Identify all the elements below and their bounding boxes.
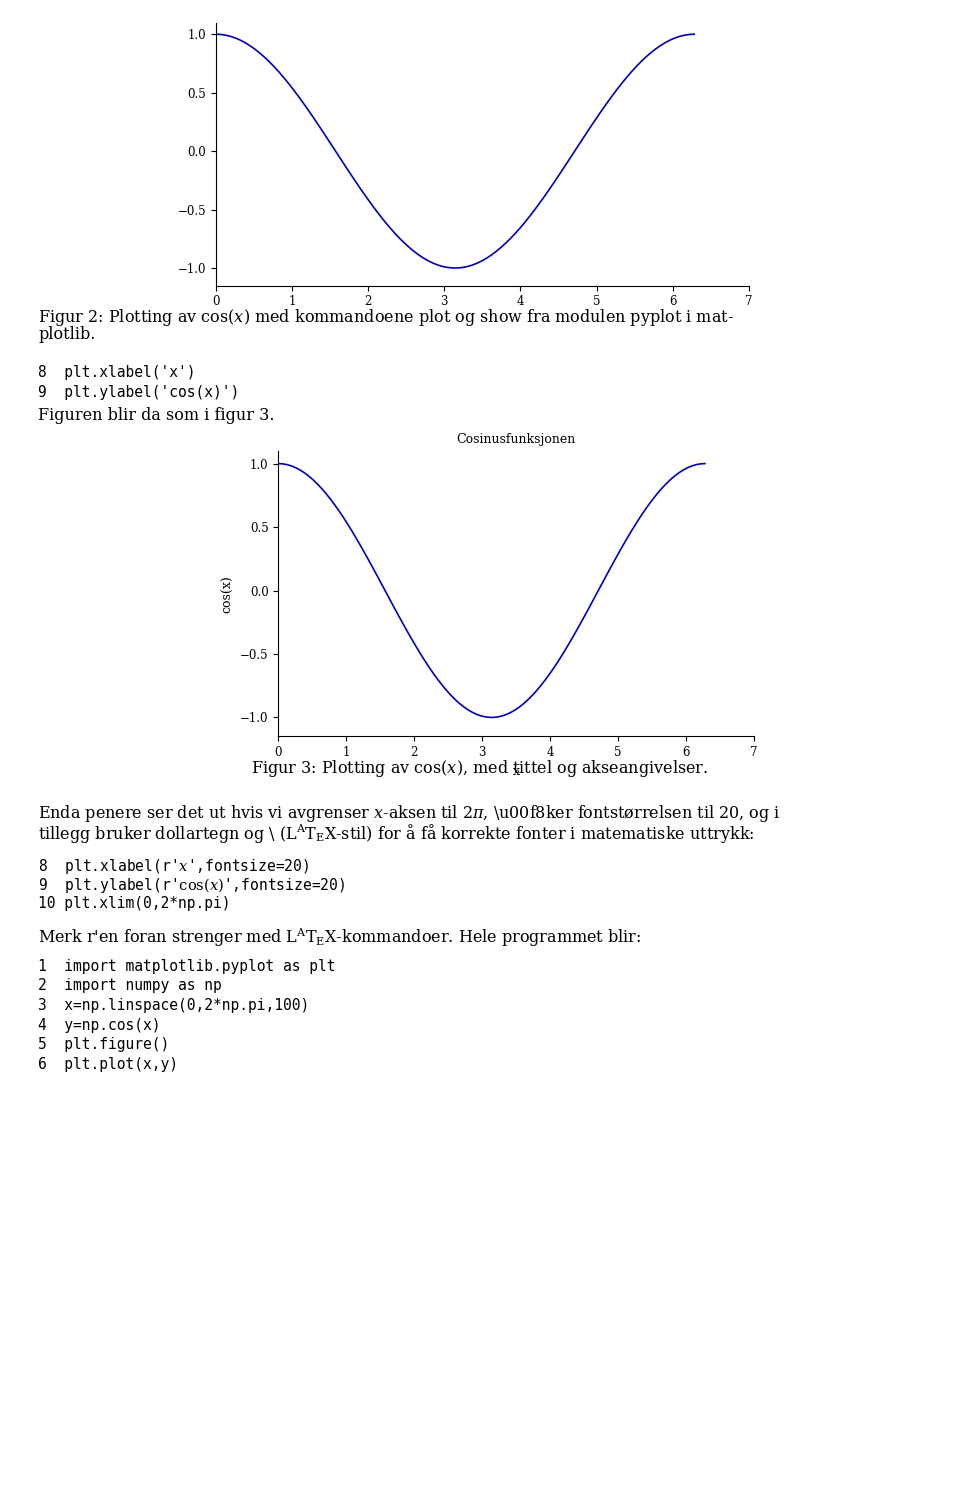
Text: 9  plt.ylabel(r'$\cos(x)$',fontsize=20): 9 plt.ylabel(r'$\cos(x)$',fontsize=20): [38, 876, 346, 896]
Text: 8  plt.xlabel(r'$x$',fontsize=20): 8 plt.xlabel(r'$x$',fontsize=20): [38, 857, 310, 876]
Text: 6  plt.plot(x,y): 6 plt.plot(x,y): [38, 1057, 179, 1072]
Text: 4  y=np.cos(x): 4 y=np.cos(x): [38, 1018, 161, 1033]
Text: Figuren blir da som i figur 3.: Figuren blir da som i figur 3.: [38, 407, 275, 424]
Text: Figur 2: Plotting av cos($x$) med kommandoene plot og show fra modulen pyplot i : Figur 2: Plotting av cos($x$) med komman…: [38, 307, 734, 328]
Title: Cosinusfunksjonen: Cosinusfunksjonen: [456, 433, 576, 445]
Text: tillegg bruker dollartegn og \ (L$^{\rm A}$T$_{\rm E}$X-stil) for å få korrekte : tillegg bruker dollartegn og \ (L$^{\rm …: [38, 822, 755, 845]
Y-axis label: cos(x): cos(x): [222, 574, 234, 613]
Text: plotlib.: plotlib.: [38, 326, 96, 343]
Text: 2  import numpy as np: 2 import numpy as np: [38, 978, 222, 993]
Text: 1  import matplotlib.pyplot as plt: 1 import matplotlib.pyplot as plt: [38, 959, 336, 974]
Text: 9  plt.ylabel('cos(x)'): 9 plt.ylabel('cos(x)'): [38, 385, 240, 400]
Text: Figur 3: Plotting av cos($x$), med tittel og akseangivelser.: Figur 3: Plotting av cos($x$), med titte…: [252, 758, 708, 779]
Text: Enda penere ser det ut hvis vi avgrenser $x$-aksen til 2$\pi$, \u00f8ker fontstø: Enda penere ser det ut hvis vi avgrenser…: [38, 803, 780, 824]
Text: 8  plt.xlabel('x'): 8 plt.xlabel('x'): [38, 365, 196, 380]
Text: 5  plt.figure(): 5 plt.figure(): [38, 1037, 170, 1052]
X-axis label: x: x: [513, 765, 519, 777]
Text: 10 plt.xlim(0,2*np.pi): 10 plt.xlim(0,2*np.pi): [38, 896, 231, 911]
Text: 3  x=np.linspace(0,2*np.pi,100): 3 x=np.linspace(0,2*np.pi,100): [38, 998, 310, 1013]
Text: Merk r'en foran strenger med L$^{\rm A}$T$_{\rm E}$X-kommandoer. Hele programmet: Merk r'en foran strenger med L$^{\rm A}$…: [38, 926, 641, 948]
